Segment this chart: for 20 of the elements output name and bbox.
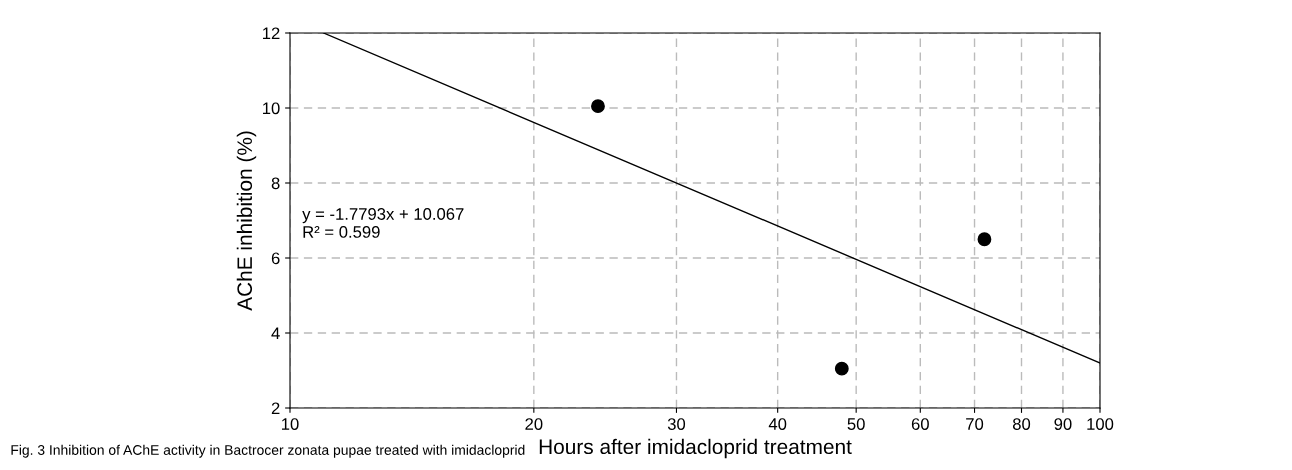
y-tick-label: 10 [263,102,280,115]
y-tick-label: 2 [271,402,280,415]
y-tick-label: 6 [271,252,280,265]
y-tick-label: 12 [263,27,280,40]
caption: Fig. 3 Inhibition of AChE activity in Bactrocer zonata pupae treated with imidacloprid [11,444,525,458]
annotation: y = -1.7793x + 10.067 R² = 0.599 [302,208,464,238]
y-tick-label: 8 [271,177,280,190]
x-tick-label: 30 [667,418,686,430]
x-tick-label: 50 [847,418,865,430]
x-tick-label: 80 [1012,418,1031,430]
x-tick-label: 10 [282,418,299,430]
x-tick-label: 90 [1054,418,1072,430]
y-axis-title: AChE inhibition (%) [236,131,257,311]
x-axis-title: Hours after imidacloprid treatment [539,438,852,459]
x-tick-label: 40 [768,418,787,430]
x-tick-label: 20 [525,418,543,430]
x-tick-label: 60 [911,418,929,430]
x-tick-label: 70 [966,418,984,430]
y-tick-label: 4 [271,327,280,340]
x-tick-label: 100 [1087,418,1114,430]
